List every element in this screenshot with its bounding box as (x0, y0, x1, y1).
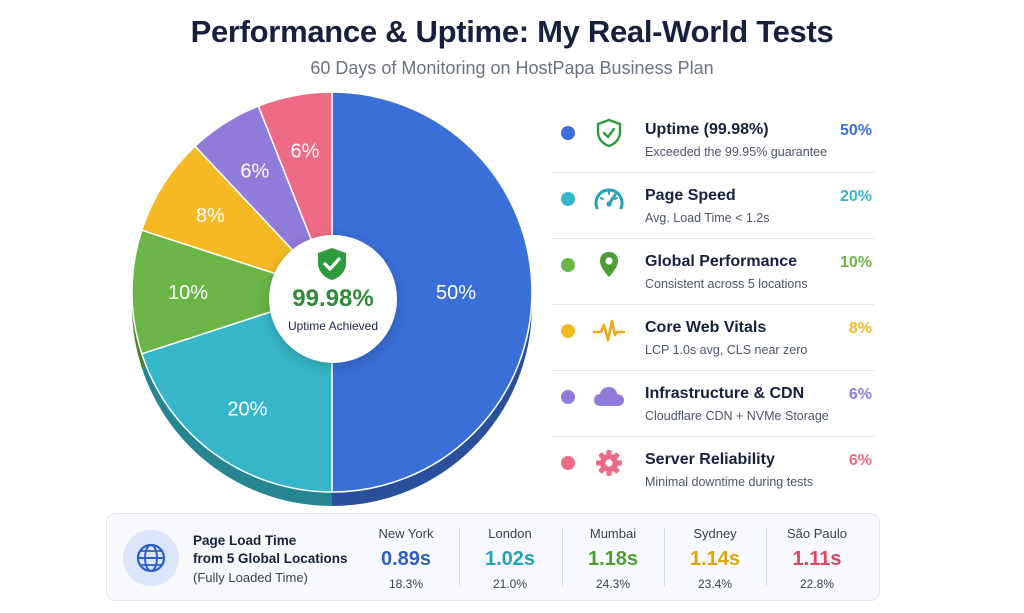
uptime-center-badge: 99.98% Uptime Achieved (269, 235, 397, 363)
legend-name: Uptime (99.98%) (645, 121, 769, 138)
pie-slice-label: 6% (291, 141, 320, 163)
pie-slice-uptime-99-98 (331, 92, 533, 493)
pie-slice-label: 20% (227, 399, 267, 421)
legend-desc: Consistent across 5 locations (645, 277, 808, 291)
city-name: Sydney (693, 526, 737, 541)
legend-desc: Exceeded the 99.95% guarantee (645, 145, 828, 159)
city-percent: 18.3% (388, 577, 424, 591)
pulse-icon (592, 319, 626, 342)
city-name: London (488, 526, 532, 541)
legend-dot (561, 324, 575, 338)
legend-dot (561, 456, 575, 470)
legend-desc: LCP 1.0s avg, CLS near zero (645, 343, 808, 357)
city-load-time: 1.18s (587, 548, 639, 570)
divider (562, 528, 563, 586)
load-time-subtitle: (Fully Loaded Time) (193, 570, 308, 585)
city-percent: 24.3% (595, 577, 631, 591)
speedometer-icon (594, 188, 624, 210)
uptime-value: 99.98% (292, 285, 374, 312)
divider (766, 528, 767, 586)
legend-item-infrastructure-cdn: Infrastructure & CDN Cloudflare CDN + NV… (552, 370, 874, 437)
legend-item-page-speed: Page Speed Avg. Load Time < 1.2s 20% (552, 172, 874, 239)
load-time-title-line2: from 5 Global Locations (193, 551, 348, 566)
city-name: Mumbai (589, 526, 637, 541)
pie-slice-label: 8% (196, 205, 225, 227)
city-london: London 1.02s 21.0% (459, 526, 561, 591)
city-percent: 21.0% (492, 577, 528, 591)
legend-name: Global Performance (645, 253, 798, 270)
globe-badge (123, 530, 179, 586)
pie-slice-label: 6% (240, 160, 269, 182)
city-sydney: Sydney 1.14s 23.4% (664, 526, 766, 591)
city-load-time: 1.14s (689, 548, 741, 570)
city-percent: 23.4% (697, 577, 733, 591)
globe-icon (136, 543, 166, 573)
legend-item-global-performance: Global Performance Consistent across 5 l… (552, 238, 874, 305)
legend-percent: 8% (848, 320, 872, 337)
divider (664, 528, 665, 586)
city-new-york: New York 0.89s 18.3% (355, 526, 457, 591)
city-load-time: 1.02s (484, 548, 536, 570)
legend-desc: Avg. Load Time < 1.2s (645, 211, 770, 225)
uptime-label: Uptime Achieved (287, 319, 379, 333)
city-name: New York (378, 526, 434, 541)
city-sao-paulo: São Paulo 1.11s 22.8% (766, 526, 868, 591)
legend-dot (561, 192, 575, 206)
city-load-time: 1.11s (792, 548, 842, 570)
legend-name: Server Reliability (645, 451, 775, 468)
legend-name: Infrastructure & CDN (645, 385, 805, 402)
legend-item-core-web-vitals: Core Web Vitals LCP 1.0s avg, CLS near z… (552, 304, 874, 371)
city-mumbai: Mumbai 1.18s 24.3% (562, 526, 664, 591)
pie-chart: 50% 20% 10% 8% 6% 6% (131, 92, 533, 506)
city-percent: 22.8% (799, 577, 835, 591)
map-pin-icon (600, 252, 618, 277)
legend-name: Core Web Vitals (645, 319, 767, 336)
pie-slice-page-speed (140, 290, 333, 493)
load-time-title-line1: Page Load Time (193, 533, 297, 548)
legend-item-uptime: Uptime (99.98%) Exceeded the 99.95% guar… (552, 106, 874, 173)
pie-slice-label: 10% (168, 282, 208, 304)
legend-name: Page Speed (645, 187, 736, 204)
legend-dot (561, 258, 575, 272)
cloud-icon (594, 387, 624, 406)
shield-check-icon (318, 248, 346, 280)
legend-percent: 50% (839, 122, 872, 139)
pie-slice-label: 50% (436, 282, 476, 304)
city-load-time: 0.89s (380, 548, 432, 570)
page-load-panel: Page Load Time from 5 Global Locations (… (106, 513, 880, 601)
page-subtitle: 60 Days of Monitoring on HostPapa Busine… (310, 58, 714, 78)
legend-percent: 6% (848, 452, 872, 469)
legend-item-server-reliability: Server Reliability Minimal downtime duri… (552, 436, 874, 502)
legend-desc: Cloudflare CDN + NVMe Storage (645, 409, 829, 423)
shield-check-icon (596, 118, 622, 148)
divider (459, 528, 460, 586)
legend-percent: 6% (848, 386, 872, 403)
legend-dot (561, 126, 575, 140)
legend-percent: 10% (839, 254, 872, 271)
page-title: Performance & Uptime: My Real-World Test… (190, 14, 834, 49)
gear-icon (596, 450, 622, 476)
legend-percent: 20% (839, 188, 872, 205)
city-name: São Paulo (787, 526, 847, 541)
legend-dot (561, 390, 575, 404)
pie-slice-global-performance (131, 229, 335, 355)
legend-desc: Minimal downtime during tests (645, 475, 814, 489)
load-time-title: Page Load Time from 5 Global Locations (193, 532, 348, 568)
